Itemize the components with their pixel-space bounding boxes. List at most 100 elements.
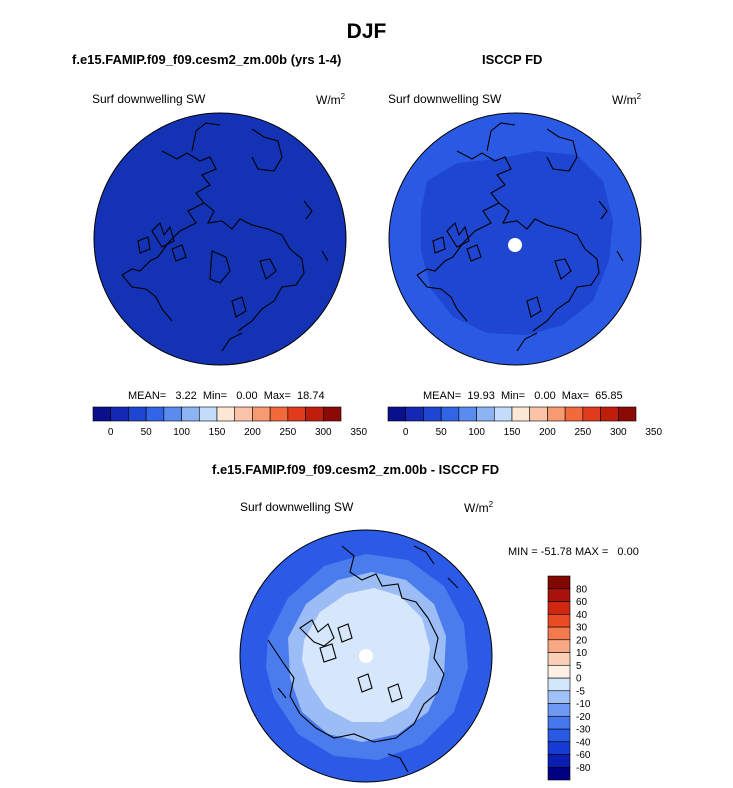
panel-1-colorbar-tick-label: 50	[141, 427, 153, 438]
panel-3-pole-hole	[359, 649, 373, 663]
panel-3-colorbar-color-box	[547, 728, 571, 743]
panel-1-units: W/m2	[316, 92, 346, 107]
panel-2-colorbar-color-box	[440, 406, 460, 422]
panel-2-colorbar-tick-label: 200	[539, 427, 556, 438]
panel-2-stats: MEAN= 19.93 Min= 0.00 Max= 65.85	[423, 390, 623, 402]
panel-1-colorbar-color-box	[234, 406, 253, 422]
panel-3-colorbar-color-box	[547, 575, 571, 590]
panel-2-colorbar-tick-label: 350	[645, 427, 662, 438]
panel-2-colorbar-color-box	[600, 406, 619, 422]
panel-3-title: f.e15.FAMIP.f09_f09.cesm2_zm.00b - ISCCP…	[212, 462, 500, 477]
panel-2-colorbar-labels: 0 50 100 150 200 250 300 350	[403, 427, 663, 438]
panel-3-colorbar-color-box	[547, 715, 571, 730]
panel-2-colorbar-tick-label: 150	[504, 427, 521, 438]
panel-3-colorbar-tick-label: 5	[576, 661, 582, 672]
panel-1-colorbar-color-box	[163, 406, 182, 422]
panel-2-colorbar-color-box	[547, 406, 566, 422]
panel-2-variable: Surf downwelling SW	[388, 92, 502, 106]
panel-1-colorbar-color-box	[269, 406, 289, 422]
panel-1-disc	[93, 112, 347, 366]
panel-1-colorbar-tick-label: 350	[350, 427, 367, 438]
panel-1-colorbar-tick-label: 150	[209, 427, 226, 438]
panel-2-colorbar-tick-label: 250	[575, 427, 592, 438]
panel-1-colorbar-color-box	[305, 406, 324, 422]
panel-1-map	[93, 112, 347, 366]
panel-3-colorbar-tick-label: -20	[576, 712, 591, 723]
panel-2-colorbar-tick-label: 50	[436, 427, 448, 438]
panel-2-colorbar: 0 50 100 150 200 250 300 350	[387, 406, 662, 438]
panel-2-colorbar-color-box	[617, 406, 637, 422]
panel-3-colorbar-tick-label: -80	[576, 763, 591, 774]
panel-3-colorbar-tick-label: -10	[576, 699, 591, 710]
panel-2-colorbar-color-box	[387, 406, 407, 422]
panel-1-colorbar-boxes	[92, 406, 342, 422]
panel-2-units: W/m2	[612, 92, 642, 107]
panel-2-colorbar-color-box	[529, 406, 548, 422]
panel-2-colorbar-color-box	[493, 406, 513, 422]
panel-3-colorbar-color-box	[547, 766, 571, 781]
panel-1-coastlines	[121, 122, 329, 352]
panel-3-colorbar-tick-label: 10	[576, 648, 588, 659]
panel-2-colorbar-tick-label: 0	[403, 427, 409, 438]
panel-1-colorbar-color-box	[110, 406, 129, 422]
panel-2-colorbar-color-box	[458, 406, 477, 422]
panel-3-colorbar-tick-label: -40	[576, 737, 591, 748]
panel-1-colorbar-color-box	[128, 406, 147, 422]
panel-3-colorbar-tick-label: 40	[576, 610, 588, 621]
panel-3-colorbar-tick-label: 0	[576, 674, 582, 685]
panel-2-colorbar-boxes	[387, 406, 637, 422]
panel-3-colorbar-color-box	[547, 588, 571, 602]
panel-3-map	[239, 529, 493, 783]
panel-1-colorbar-color-box	[216, 406, 236, 422]
panel-1-colorbar-color-box	[287, 406, 306, 422]
panel-3-colorbar-color-box	[547, 613, 571, 628]
panel-3-colorbar-tick-label: 60	[576, 597, 588, 608]
panel-1-colorbar-labels: 0 50 100 150 200 250 300 350	[108, 427, 368, 438]
panel-1-colorbar-tick-label: 100	[173, 427, 190, 438]
panel-1-title: f.e15.FAMIP.f09_f09.cesm2_zm.00b (yrs 1-…	[72, 52, 342, 67]
panel-3-colorbar-tick-label: -5	[576, 686, 585, 697]
panel-3-colorbar-color-box	[547, 754, 571, 768]
panel-3-variable: Surf downwelling SW	[240, 500, 354, 514]
panel-1-colorbar-tick-label: 250	[280, 427, 297, 438]
panel-3-colorbar-color-box	[547, 664, 571, 679]
panel-3-colorbar-color-box	[547, 741, 571, 755]
panel-2-map	[388, 112, 642, 366]
panel-3-colorbar-color-box	[547, 601, 571, 615]
panel-3-colorbar-color-box	[547, 626, 571, 641]
panel-2-pole-hole	[508, 238, 522, 252]
panel-1-colorbar-tick-label: 200	[244, 427, 261, 438]
panel-3-colorbar-boxes	[547, 575, 571, 781]
panel-2-colorbar-color-box	[511, 406, 531, 422]
panel-3-colorbar-tick-label: -30	[576, 725, 591, 736]
panel-2-colorbar-tick-label: 300	[610, 427, 627, 438]
panel-1-stats: MEAN= 3.22 Min= 0.00 Max= 18.74	[128, 390, 325, 402]
panel-3-colorbar-color-box	[547, 703, 571, 717]
panel-3-coastlines	[267, 545, 459, 773]
panel-3-colorbar-color-box	[547, 652, 571, 666]
panel-1-colorbar-color-box	[92, 406, 112, 422]
panel-3-colorbar-tick-label: 30	[576, 623, 588, 634]
panel-2-colorbar-color-box	[423, 406, 442, 422]
panel-3-stats: MIN = -51.78 MAX = 0.00	[508, 546, 639, 558]
panel-2-colorbar-color-box	[564, 406, 584, 422]
panel-1-colorbar-color-box	[145, 406, 165, 422]
panel-2-colorbar-color-box	[405, 406, 424, 422]
panel-1-colorbar-tick-label: 300	[315, 427, 332, 438]
panel-3-colorbar-color-box	[547, 639, 571, 653]
panel-1-colorbar-tick-label: 0	[108, 427, 114, 438]
panel-3-colorbar-tick-label: 80	[576, 584, 588, 595]
main-title: DJF	[346, 20, 387, 43]
panel-1-variable: Surf downwelling SW	[92, 92, 206, 106]
panel-1-colorbar-color-box	[252, 406, 271, 422]
panel-1-colorbar-color-box	[181, 406, 200, 422]
panel-2-colorbar-color-box	[476, 406, 495, 422]
panel-3-colorbar-tick-label: 20	[576, 635, 588, 646]
panel-2-coastlines	[416, 122, 624, 352]
panel-2-title: ISCCP FD	[482, 52, 543, 67]
panel-2-colorbar-tick-label: 100	[468, 427, 485, 438]
panel-1-colorbar-color-box	[322, 406, 342, 422]
panel-1-colorbar-color-box	[198, 406, 218, 422]
